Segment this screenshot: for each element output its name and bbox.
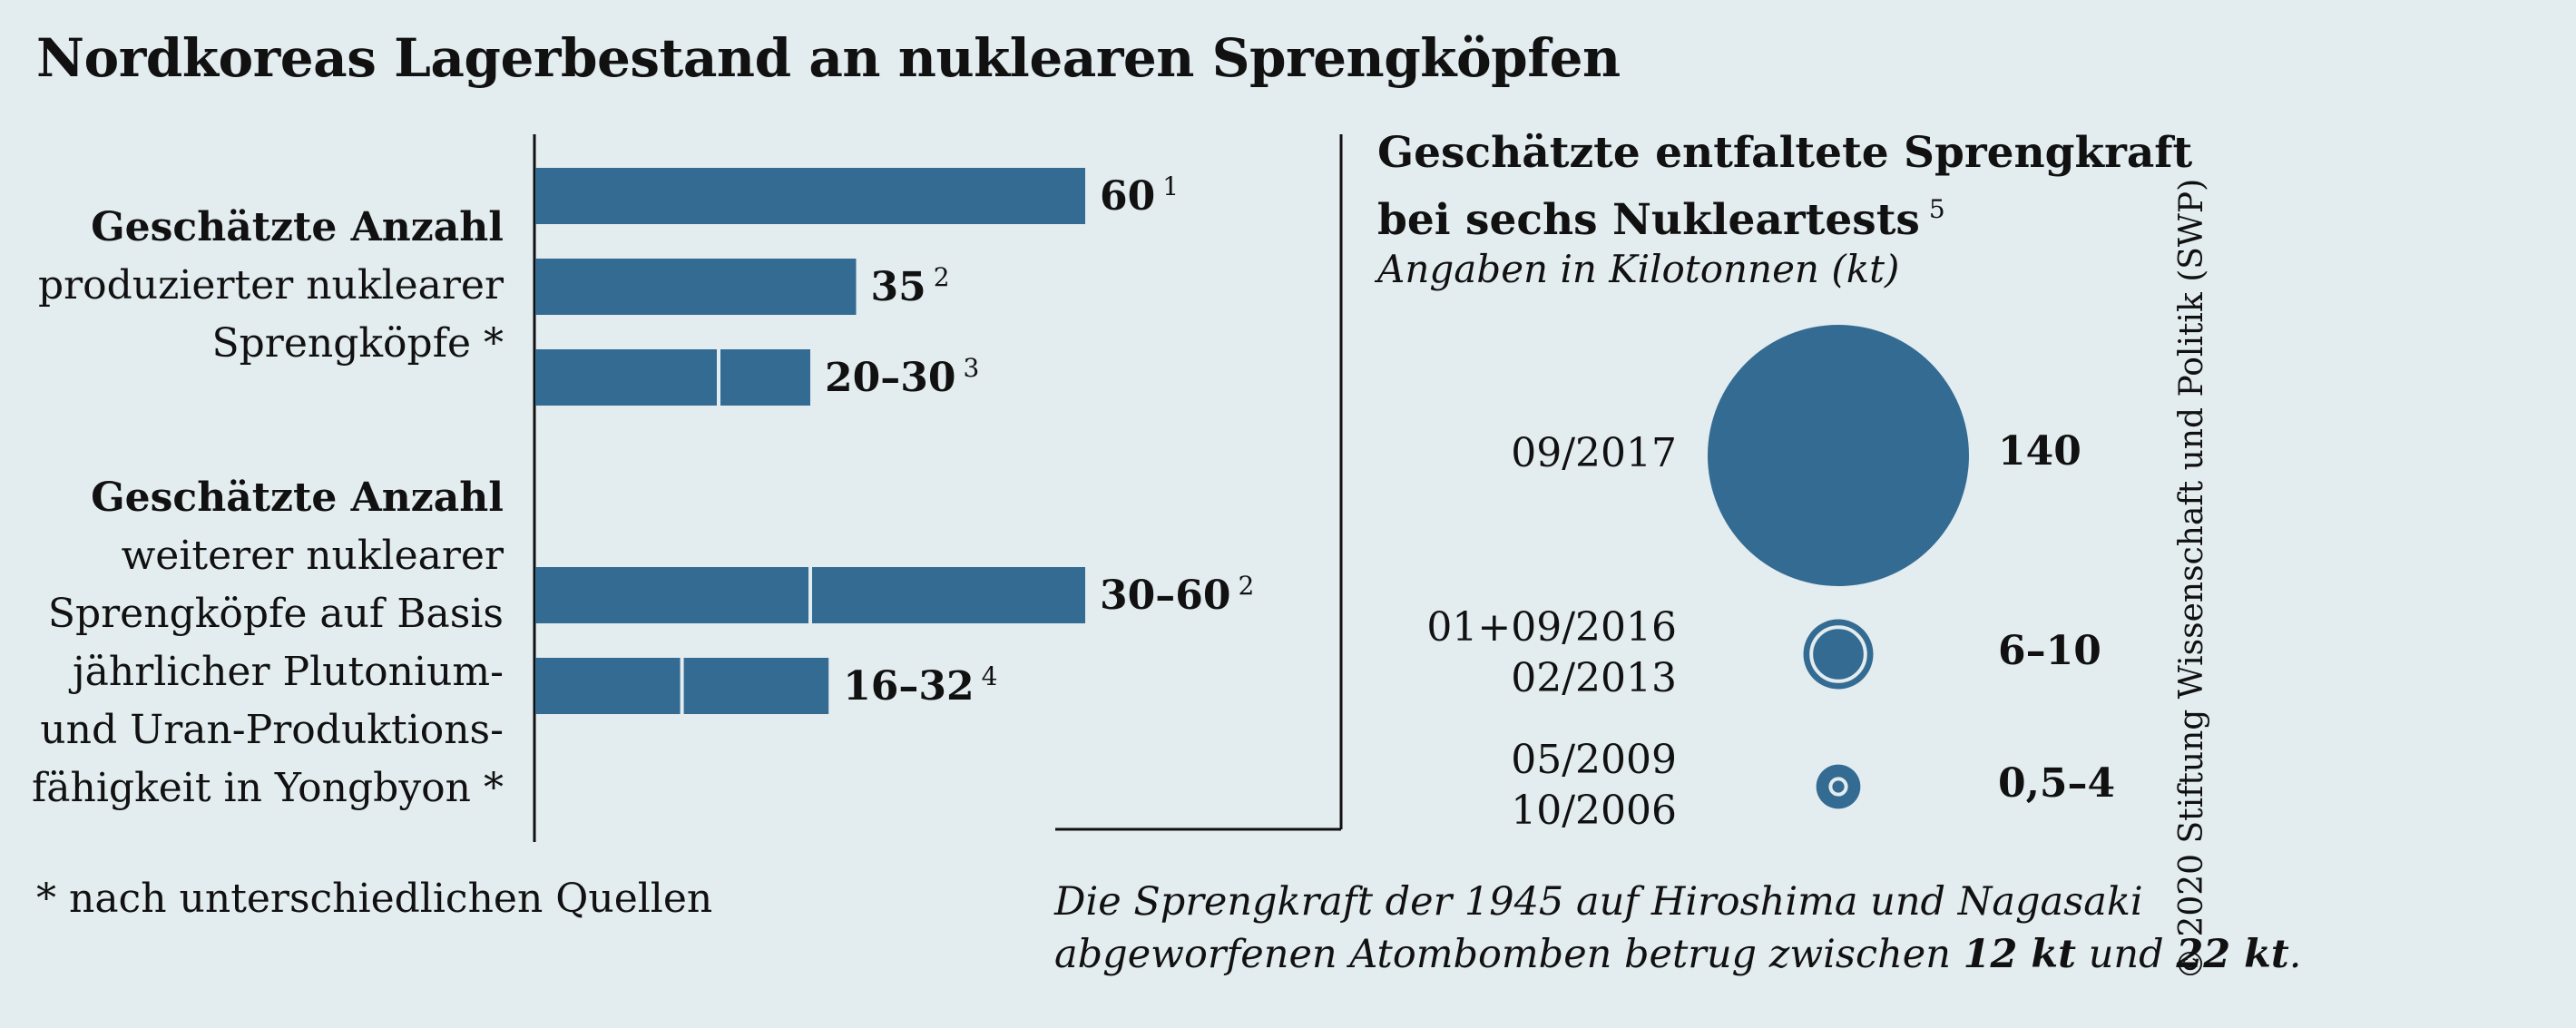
group-label-produced-heading: Geschätzte Anzahl bbox=[91, 204, 504, 250]
bubble-title-footnote: 5 bbox=[1928, 194, 1945, 224]
row-date-line: 10/2006 bbox=[1511, 788, 1677, 834]
row-date-line: 05/2009 bbox=[1511, 737, 1677, 783]
group-label-further-line: weiterer nuklearer bbox=[121, 533, 504, 579]
row-date-line: 02/2013 bbox=[1511, 655, 1677, 701]
row-value: 0,5–4 bbox=[1998, 760, 2116, 807]
row-value: 140 bbox=[1998, 428, 2081, 475]
group-label-further: Geschätzte Anzahl weiterer nuklearer Spr… bbox=[32, 469, 504, 818]
bubble bbox=[1708, 325, 1969, 586]
bar bbox=[535, 349, 810, 406]
group-label-further-line: jährlicher Plutonium- bbox=[73, 649, 504, 695]
group-label-produced-line: produzierter nuklearer bbox=[37, 262, 504, 308]
bar-value-label: 20–30 3 bbox=[825, 353, 979, 401]
note-line: abgeworfenen Atombomben betrug zwischen … bbox=[1054, 932, 2302, 977]
bar-value-label: 60 1 bbox=[1100, 171, 1179, 220]
row-date-line: 01+09/2016 bbox=[1426, 604, 1677, 651]
note-line: Die Sprengkraft der 1945 auf Hiroshima u… bbox=[1054, 879, 2143, 925]
bubble-range-ring bbox=[1828, 777, 1848, 797]
note-value: 22 kt bbox=[2176, 932, 2289, 977]
row-date: 01+09/2016 02/2013 bbox=[1296, 602, 1677, 704]
row-value: 6–10 bbox=[1998, 628, 2101, 674]
group-label-further-line: Sprengköpfe auf Basis bbox=[47, 591, 504, 637]
chart-title: Nordkoreas Lagerbestand an nuklearen Spr… bbox=[36, 27, 1621, 89]
bubble bbox=[1816, 764, 1861, 809]
group-label-produced: Geschätzte Anzahl produzierter nuklearer… bbox=[32, 199, 504, 373]
bubble-subtitle: Angaben in Kilotonnen (kt) bbox=[1377, 247, 1900, 291]
row-date: 05/2009 10/2006 bbox=[1296, 735, 1677, 837]
bubble-title-line2: bei sechs Nukleartests 5 bbox=[1377, 194, 1945, 245]
row-date: 09/2017 bbox=[1296, 428, 1677, 479]
row-date-line: 09/2017 bbox=[1511, 430, 1677, 476]
group-label-further-heading: Geschätzte Anzahl bbox=[91, 475, 504, 521]
bubble bbox=[1803, 619, 1874, 690]
bubble-range-ring bbox=[1809, 625, 1867, 683]
group-label-further-line: fähigkeit in Yongbyon * bbox=[32, 765, 504, 811]
hiroshima-note: Die Sprengkraft der 1945 auf Hiroshima u… bbox=[1054, 876, 2301, 981]
group-label-further-line: und Uran-Produktions- bbox=[40, 707, 504, 753]
bubble-title-line: Geschätzte entfaltete Sprengkraft bbox=[1377, 128, 2193, 178]
copyright-credit: © 2020 Stiftung Wissenschaft und Politik… bbox=[2173, 178, 2210, 980]
group-label-produced-line: Sprengköpfe * bbox=[211, 320, 504, 367]
bar bbox=[535, 259, 857, 315]
note-value: 12 kt bbox=[1963, 932, 2077, 977]
footnote: * nach unterschiedlichen Quellen bbox=[36, 876, 713, 922]
bar-value-label: 30–60 2 bbox=[1100, 571, 1254, 619]
bubble-title: Geschätzte entfaltete Sprengkraft bei se… bbox=[1377, 125, 2194, 249]
bar-value-label: 16–32 4 bbox=[843, 661, 997, 710]
bar-value-label: 35 2 bbox=[871, 262, 950, 310]
bar bbox=[535, 168, 1085, 224]
